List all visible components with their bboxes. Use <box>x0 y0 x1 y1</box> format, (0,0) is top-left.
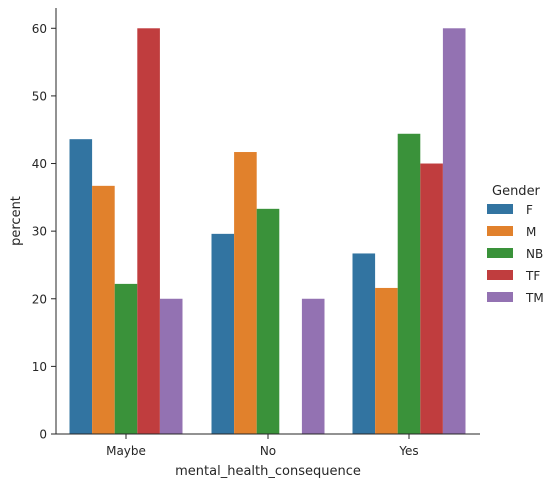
bar-f-maybe <box>69 139 93 434</box>
y-tick-label: 20 <box>32 292 47 306</box>
legend-swatch-f <box>487 204 513 214</box>
y-axis-label: percent <box>9 196 24 246</box>
y-tick-label: 40 <box>32 157 47 171</box>
y-tick-label: 60 <box>32 22 47 36</box>
legend-label-tf: TF <box>525 269 540 283</box>
x-tick-label: No <box>260 444 276 458</box>
legend-swatch-m <box>487 226 513 236</box>
x-axis-label: mental_health_consequence <box>175 464 361 479</box>
legend-label-tm: TM <box>525 291 544 305</box>
y-tick-label: 0 <box>39 428 47 442</box>
x-tick-label: Maybe <box>106 444 146 458</box>
bar-m-no <box>234 152 257 434</box>
bar-tm-yes <box>442 28 466 434</box>
legend-swatch-tf <box>487 270 513 280</box>
legend-swatch-nb <box>487 248 513 258</box>
bar-nb-yes <box>397 133 421 434</box>
bar-f-no <box>211 233 235 434</box>
legend: Gender FM NB TF TM <box>487 184 544 305</box>
bar-tf-maybe <box>137 28 160 434</box>
legend-label-f: F <box>526 203 533 217</box>
y-tick-label: 30 <box>32 225 47 239</box>
x-tick-label: Yes <box>398 444 418 458</box>
legend-swatch-tm <box>487 292 513 302</box>
bars-group <box>69 28 466 434</box>
bar-f-yes <box>352 253 376 434</box>
x-ticks-group: Maybe No Yes <box>106 434 419 458</box>
bar-tm-maybe <box>159 298 183 434</box>
legend-label-nb: NB <box>526 247 543 261</box>
y-tick-label: 50 <box>32 89 47 103</box>
bar-m-maybe <box>92 185 115 434</box>
legend-title: Gender <box>492 184 541 199</box>
bar-tf-yes <box>420 163 443 434</box>
y-tick-label: 10 <box>32 360 47 374</box>
bar-nb-maybe <box>114 283 138 434</box>
y-ticks-group: 0 10 20 30 40 50 60 <box>32 22 56 442</box>
bar-tm-no <box>301 298 325 434</box>
legend-label-m: M <box>526 225 536 239</box>
bar-nb-no <box>256 208 280 434</box>
bar-m-yes <box>375 287 398 434</box>
